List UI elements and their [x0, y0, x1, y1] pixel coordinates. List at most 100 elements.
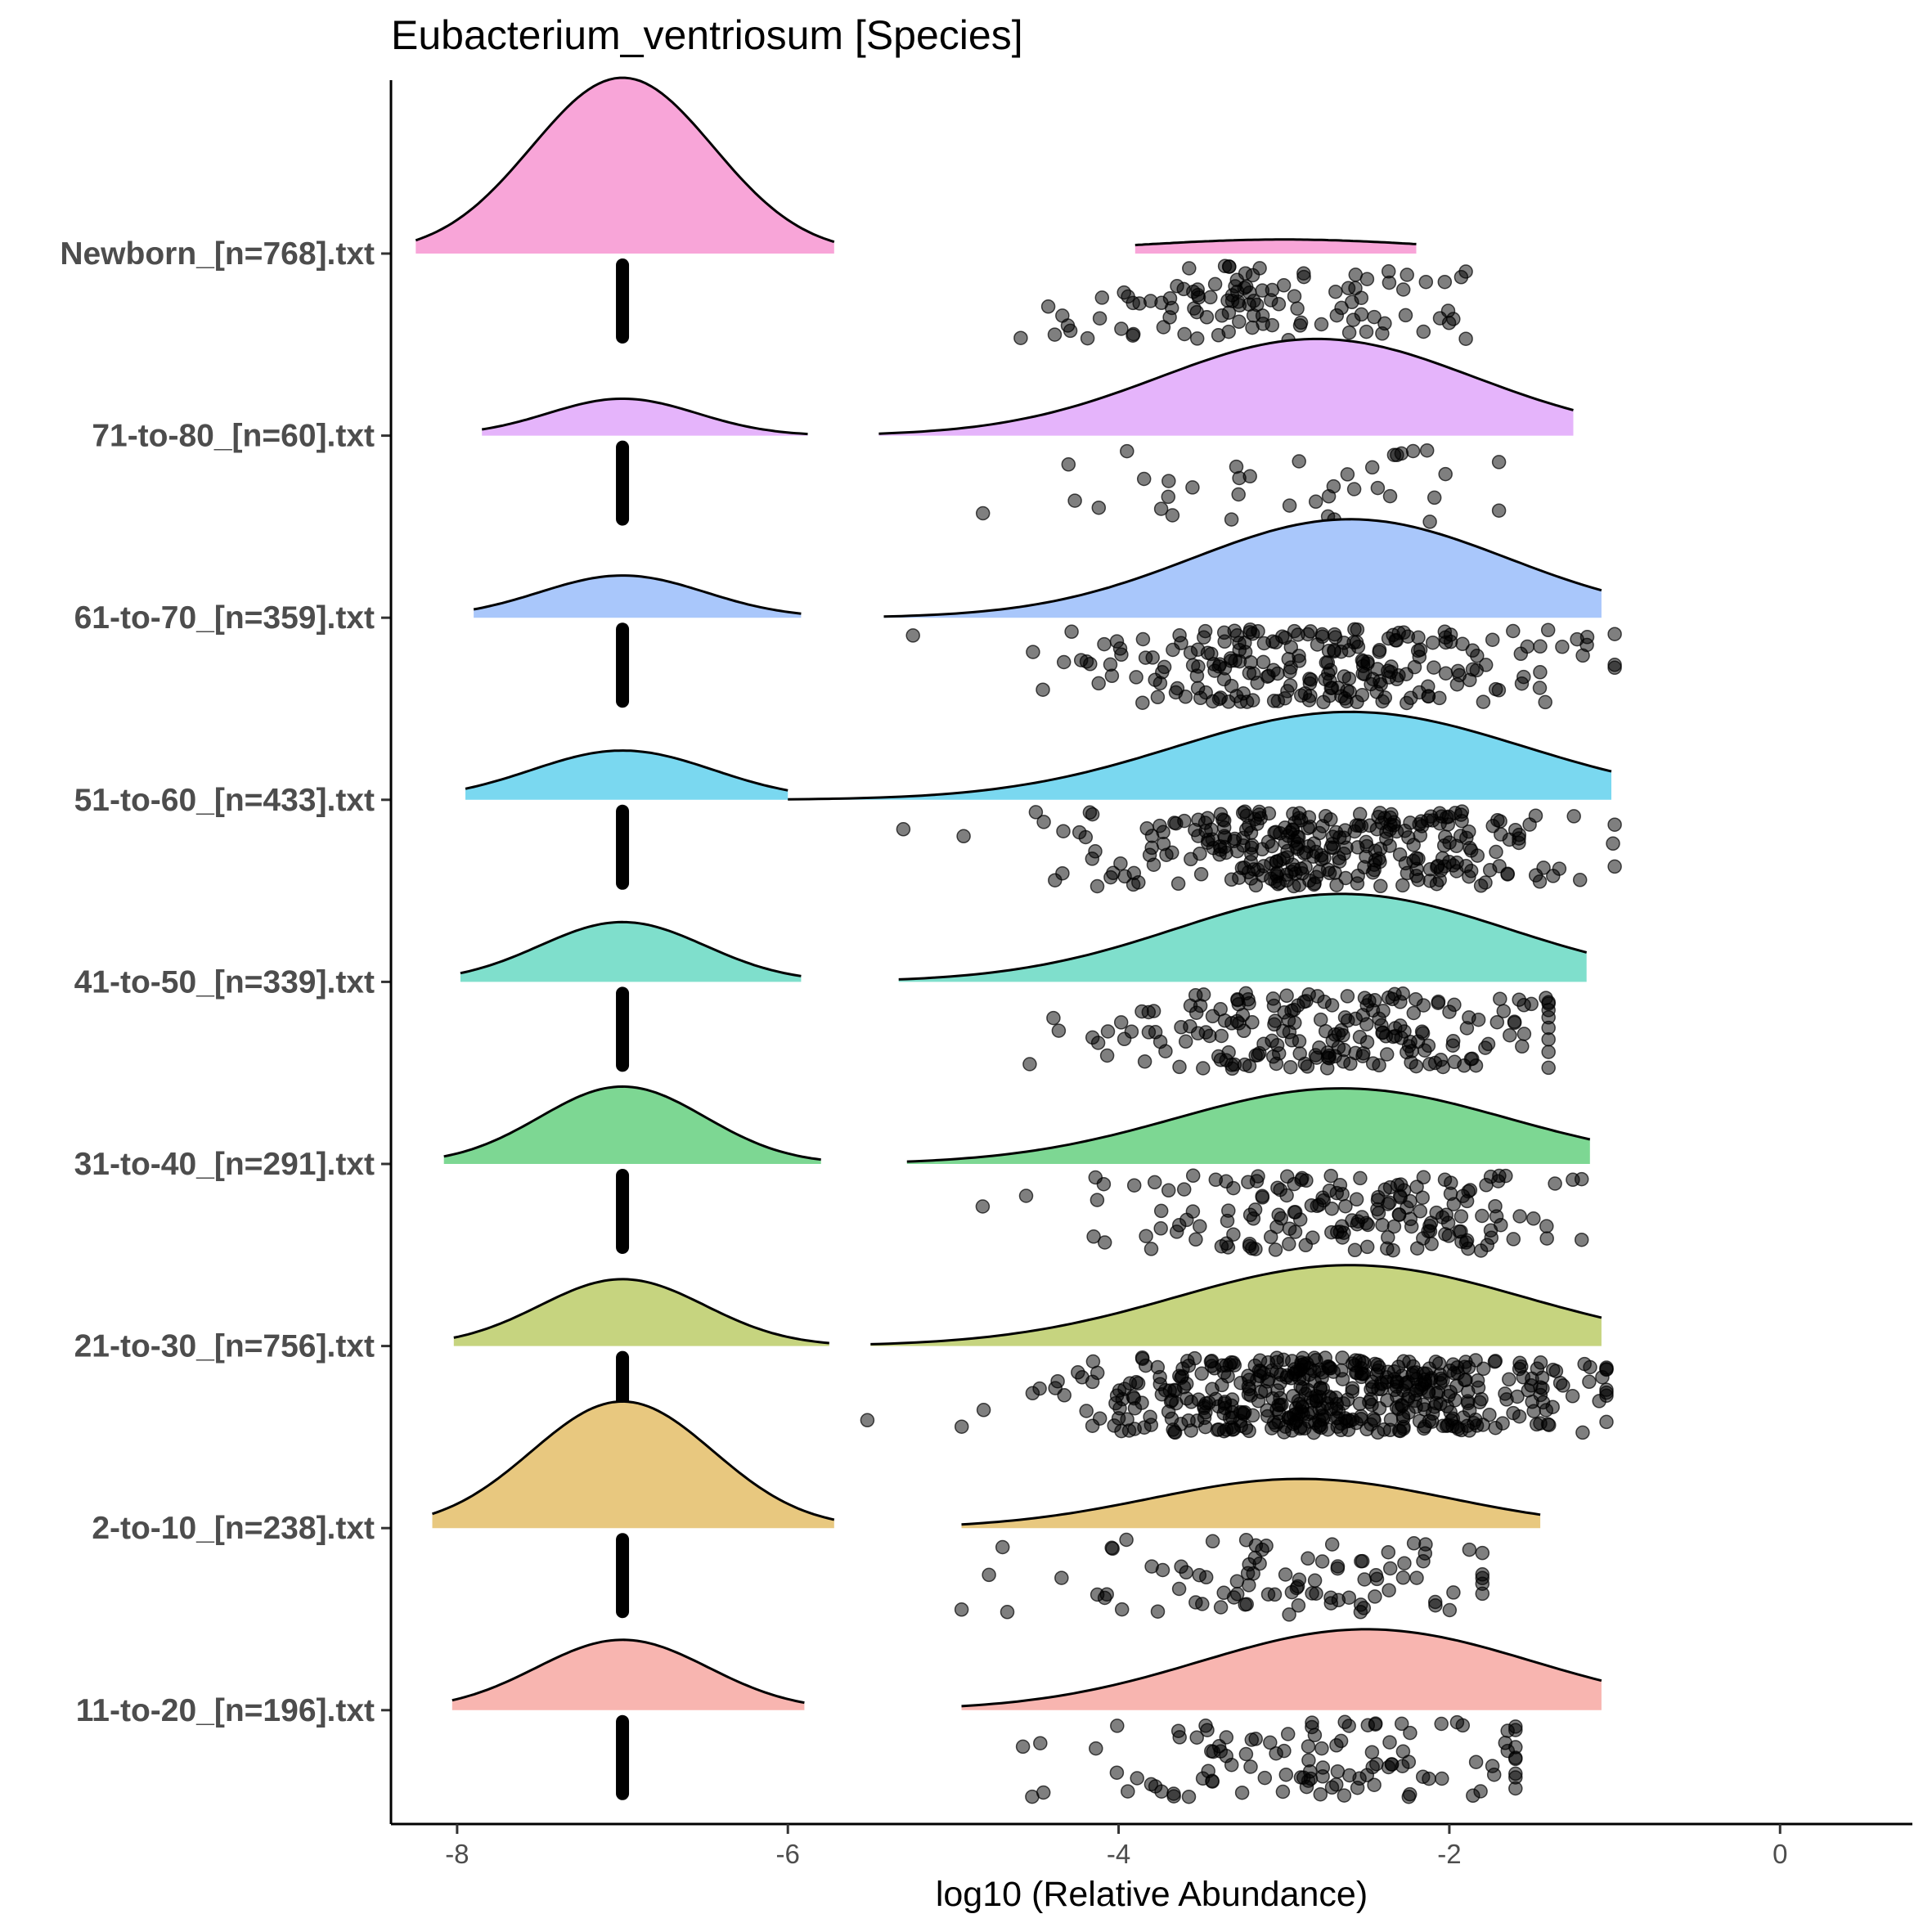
- data-point: [1435, 1771, 1449, 1786]
- data-point: [1403, 1725, 1418, 1741]
- data-point: [1114, 321, 1129, 336]
- data-point: [1216, 1423, 1232, 1439]
- data-point: [1500, 866, 1515, 881]
- group-5: [443, 1085, 1591, 1258]
- data-point: [1338, 1198, 1353, 1214]
- density-high-8-outline: [961, 1628, 1602, 1708]
- data-point: [1110, 1719, 1125, 1733]
- data-point: [1263, 1735, 1278, 1750]
- data-point: [1189, 304, 1204, 320]
- data-point: [1205, 1009, 1220, 1024]
- data-point: [1437, 624, 1453, 640]
- data-point: [1330, 1561, 1346, 1576]
- data-point: [1416, 324, 1431, 339]
- data-point: [1552, 1375, 1568, 1391]
- data-point: [1460, 1418, 1475, 1433]
- data-point: [1236, 830, 1251, 846]
- data-point: [1279, 850, 1295, 865]
- data-point: [1382, 1583, 1396, 1597]
- data-point: [1143, 1418, 1159, 1432]
- density-low-2-outline: [473, 574, 802, 615]
- x-tick-label-4: 0: [1772, 1839, 1787, 1869]
- data-point: [1377, 316, 1392, 331]
- data-point: [1171, 1581, 1187, 1597]
- data-point: [1332, 854, 1347, 869]
- data-point: [1185, 480, 1200, 495]
- data-point: [1395, 986, 1410, 1001]
- data-point: [1136, 471, 1152, 487]
- data-point: [1394, 1716, 1409, 1732]
- data-point: [1445, 1038, 1460, 1053]
- data-point: [1476, 1361, 1491, 1377]
- data-point: [1278, 835, 1293, 850]
- data-point: [1260, 669, 1275, 684]
- data-point: [1293, 688, 1309, 703]
- data-point: [1453, 1209, 1469, 1224]
- data-point: [1204, 646, 1219, 662]
- data-point: [1181, 1789, 1197, 1804]
- data-point: [1438, 466, 1453, 482]
- data-point: [1368, 1589, 1382, 1604]
- data-point: [1334, 1022, 1349, 1038]
- data-point: [1379, 1047, 1395, 1062]
- data-point: [1166, 642, 1180, 658]
- data-point: [1204, 1359, 1220, 1373]
- data-point: [1113, 856, 1128, 871]
- data-point: [1350, 694, 1364, 710]
- data-point: [1078, 829, 1094, 845]
- data-point: [1130, 1376, 1146, 1391]
- data-point: [1422, 1771, 1436, 1786]
- y-tick-label-0: Newborn_[n=768].txt: [60, 236, 375, 272]
- data-point: [1196, 987, 1211, 1002]
- data-point: [1466, 1788, 1480, 1804]
- data-point: [1323, 1596, 1339, 1611]
- data-point: [1202, 1395, 1216, 1410]
- data-point: [1251, 623, 1265, 639]
- data-point: [1476, 694, 1491, 709]
- data-point: [1403, 815, 1418, 830]
- zero-points-7: [616, 1533, 630, 1619]
- data-point: [1260, 834, 1276, 850]
- data-point: [1055, 865, 1070, 881]
- data-point: [1599, 1385, 1614, 1400]
- data-point: [1367, 1777, 1382, 1792]
- data-point: [1323, 681, 1339, 695]
- y-tick-label-5: 31-to-40_[n=291].txt: [74, 1147, 375, 1182]
- data-point: [1215, 308, 1229, 323]
- data-point: [1373, 878, 1388, 894]
- data-point: [1193, 690, 1208, 706]
- data-point: [1403, 1035, 1418, 1049]
- density-high-6-outline: [870, 1264, 1602, 1346]
- data-point: [1224, 1757, 1239, 1772]
- data-point: [1148, 672, 1162, 687]
- data-point: [1475, 1208, 1489, 1224]
- data-point: [1211, 1049, 1226, 1064]
- data-point: [1381, 663, 1395, 678]
- data-point: [1296, 1371, 1311, 1386]
- data-point: [1144, 1559, 1159, 1574]
- density-low-7-outline: [432, 1400, 835, 1521]
- data-point: [1607, 817, 1622, 832]
- data-point: [1418, 274, 1434, 290]
- data-point: [1432, 873, 1447, 887]
- data-point: [1216, 1585, 1231, 1601]
- data-point: [1188, 1232, 1203, 1247]
- data-point: [1057, 1388, 1072, 1403]
- group-3: [465, 710, 1622, 894]
- data-point: [1287, 289, 1302, 303]
- data-point: [1145, 650, 1160, 665]
- data-point: [1346, 482, 1362, 496]
- data-point: [1370, 1193, 1386, 1208]
- data-point: [1036, 682, 1050, 697]
- data-point: [1189, 668, 1205, 683]
- data-point: [1320, 655, 1336, 670]
- density-low-3-outline: [465, 749, 789, 792]
- data-point: [1427, 1594, 1443, 1610]
- data-point: [1386, 1242, 1400, 1258]
- data-point: [1475, 1545, 1490, 1561]
- data-point: [1238, 645, 1253, 659]
- data-point: [1157, 659, 1172, 675]
- data-point: [1315, 1364, 1330, 1380]
- data-point: [1305, 1230, 1320, 1245]
- data-point: [1443, 1385, 1458, 1400]
